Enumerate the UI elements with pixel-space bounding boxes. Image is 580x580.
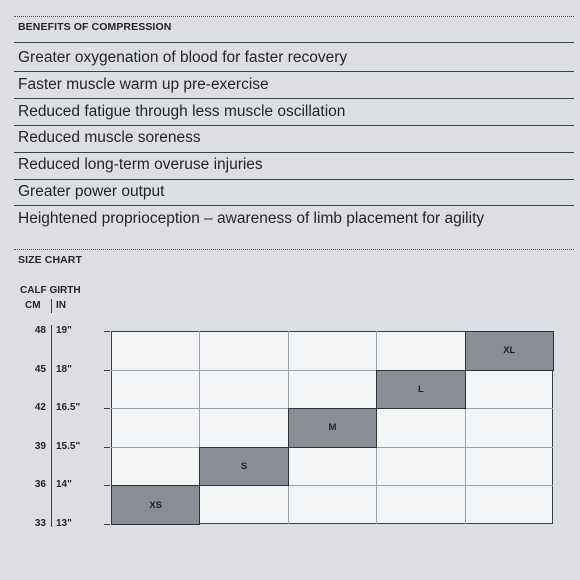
size-cell-m: M — [287, 408, 378, 448]
benefit-item: Reduced muscle soreness — [18, 129, 201, 146]
tick-label-in: 18" — [56, 363, 72, 375]
tick-label-cm: 42 — [34, 402, 46, 414]
grid-line-horizontal — [111, 485, 553, 487]
cm-column-label: CM — [25, 300, 41, 311]
benefit-item: Greater power output — [18, 183, 165, 200]
grid-line-vertical — [199, 331, 201, 524]
tick-label-cm: 45 — [34, 363, 46, 375]
benefit-item: Reduced long-term overuse injuries — [18, 156, 263, 173]
tick-label-in: 15.5" — [56, 440, 81, 452]
benefit-item: Reduced fatigue through less muscle osci… — [18, 103, 346, 120]
grid-line-horizontal — [111, 369, 553, 371]
tick-label-in: 16.5" — [56, 402, 81, 414]
tick-mark — [104, 485, 110, 487]
benefit-separator — [14, 125, 574, 126]
tick-mark — [104, 446, 110, 448]
benefit-item: Heightened proprioception – awareness of… — [18, 210, 485, 227]
benefit-separator — [14, 152, 574, 153]
benefit-separator — [14, 179, 574, 180]
unit-header-divider — [51, 299, 52, 313]
tick-mark — [104, 408, 110, 410]
tick-mark — [104, 369, 110, 371]
benefits-title: BENEFITS OF COMPRESSION — [18, 21, 172, 33]
benefit-separator — [14, 98, 574, 99]
tick-mark — [104, 331, 110, 332]
size-chart-dotted-divider — [14, 249, 574, 250]
tick-label-cm: 39 — [34, 440, 46, 452]
size-cell-s: S — [199, 446, 289, 487]
grid-line-vertical — [464, 331, 466, 524]
tick-mark — [104, 524, 110, 525]
tick-label-cm: 33 — [34, 518, 46, 529]
benefit-item: Faster muscle warm up pre-exercise — [18, 76, 269, 93]
benefits-rule — [14, 42, 574, 43]
size-cell-l: L — [376, 369, 466, 410]
tick-label-cm: 36 — [34, 479, 46, 491]
in-column-label: IN — [56, 300, 66, 311]
size-cell-xl: XL — [464, 331, 554, 371]
tick-label-in: 19" — [56, 325, 72, 336]
benefit-separator — [14, 205, 574, 206]
tick-label-cm: 48 — [34, 325, 46, 336]
tick-label-in: 13" — [56, 518, 72, 529]
unit-axis-divider — [51, 325, 52, 527]
top-dotted-divider — [14, 16, 574, 17]
size-cell-xs: XS — [111, 485, 201, 525]
benefit-item: Greater oxygenation of blood for faster … — [18, 49, 348, 66]
tick-label-in: 14" — [56, 479, 72, 491]
benefit-separator — [14, 71, 574, 72]
size-chart-title: SIZE CHART — [18, 254, 82, 266]
calf-girth-label: CALF GIRTH — [20, 285, 81, 296]
